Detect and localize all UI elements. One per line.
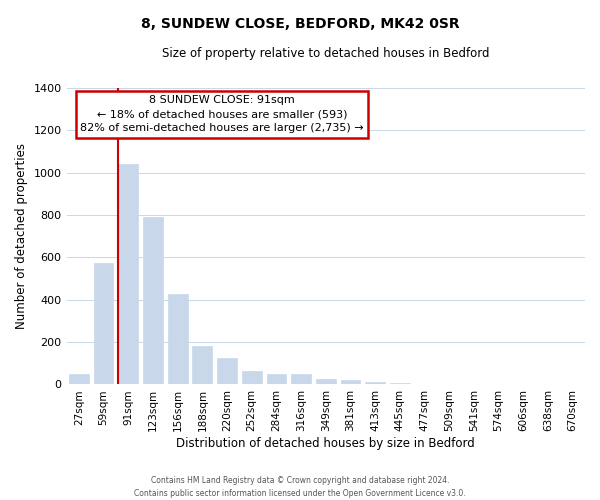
Text: 8 SUNDEW CLOSE: 91sqm
← 18% of detached houses are smaller (593)
82% of semi-det: 8 SUNDEW CLOSE: 91sqm ← 18% of detached … xyxy=(80,96,364,134)
Bar xyxy=(94,262,113,384)
Bar xyxy=(291,374,311,384)
Bar xyxy=(316,379,335,384)
Text: Contains HM Land Registry data © Crown copyright and database right 2024.
Contai: Contains HM Land Registry data © Crown c… xyxy=(134,476,466,498)
X-axis label: Distribution of detached houses by size in Bedford: Distribution of detached houses by size … xyxy=(176,437,475,450)
Bar xyxy=(193,346,212,385)
Title: Size of property relative to detached houses in Bedford: Size of property relative to detached ho… xyxy=(162,48,490,60)
Bar xyxy=(168,294,188,384)
Bar xyxy=(118,164,138,384)
Text: 8, SUNDEW CLOSE, BEDFORD, MK42 0SR: 8, SUNDEW CLOSE, BEDFORD, MK42 0SR xyxy=(140,18,460,32)
Bar xyxy=(365,382,385,384)
Bar xyxy=(69,374,89,384)
Bar xyxy=(266,374,286,384)
Bar xyxy=(217,358,237,384)
Bar xyxy=(341,380,361,384)
Bar xyxy=(143,217,163,384)
Bar xyxy=(242,370,262,384)
Y-axis label: Number of detached properties: Number of detached properties xyxy=(15,144,28,330)
